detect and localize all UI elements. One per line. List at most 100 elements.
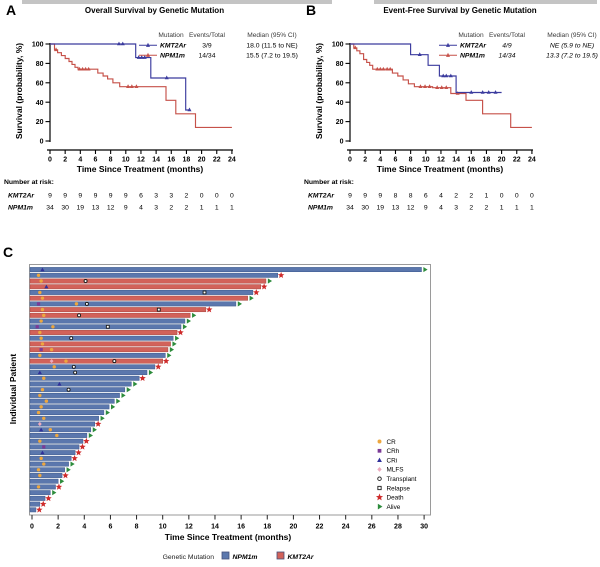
censor-tick: [134, 84, 139, 88]
swimmer-bar-KMT2Ar: [29, 312, 191, 318]
risk-value: 3: [454, 205, 458, 212]
crh-marker-icon: [36, 302, 41, 306]
censor-tick: [381, 66, 386, 71]
censor-tick: [441, 73, 446, 78]
legend-header: Events/Total: [189, 32, 225, 39]
swimmer-bar-NPM1m: [29, 444, 80, 450]
risk-value: 19: [77, 205, 85, 212]
risk-value: 1: [200, 205, 204, 212]
death-marker-icon: [79, 443, 86, 450]
risk-value: 2: [169, 205, 173, 212]
x-tick-label: 8: [109, 157, 113, 164]
panel-a-ylabel: Survival (probability, %): [14, 42, 24, 140]
cr-marker-icon: [40, 342, 45, 346]
censor-tick: [423, 84, 428, 88]
swimmer-bar-NPM1m: [29, 507, 37, 513]
x-tick-label: 2: [56, 524, 60, 531]
x-tick-label: 26: [368, 524, 376, 531]
alive-marker-icon: [92, 427, 97, 433]
panel-b-risk-table-label: Number at risk:: [304, 179, 354, 186]
swimmer-bar-NPM1m: [29, 461, 69, 467]
censor-tick: [388, 66, 393, 71]
x-tick-label: 4: [378, 157, 382, 164]
cr-marker-icon: [51, 325, 55, 329]
risk-value: 6: [424, 193, 428, 200]
death-marker-icon: [62, 472, 69, 479]
alive-marker-icon: [66, 467, 71, 473]
cr-marker-icon: [42, 462, 46, 466]
x-tick-label: 14: [452, 157, 460, 164]
risk-value: 4: [139, 205, 143, 212]
x-tick-label: 6: [94, 157, 98, 164]
x-tick-label: 12: [137, 157, 145, 164]
censor-tick: [77, 66, 82, 71]
censor-tick: [83, 66, 88, 71]
x-tick-label: 4: [82, 524, 86, 531]
y-tick-label: 0: [340, 139, 344, 146]
alive-marker-icon: [52, 490, 57, 496]
transplant-marker-icon: [71, 364, 76, 369]
relapse-marker-icon: [377, 485, 382, 491]
censor-tick: [126, 84, 131, 88]
top-border-strip-right: [374, 0, 597, 4]
censor-tick: [378, 66, 383, 71]
legend-events-total: 14/34: [498, 53, 515, 60]
risk-row-name: NPM1m: [308, 205, 333, 212]
mlfs-marker-icon: [377, 466, 382, 472]
risk-value: 30: [61, 205, 69, 212]
risk-value: 1: [500, 205, 504, 212]
death-marker-icon: [155, 363, 162, 370]
x-tick-label: 10: [422, 157, 430, 164]
x-tick-label: 14: [152, 157, 160, 164]
swimmer-bar-KMT2Ar: [29, 295, 248, 301]
panel-c-label: C: [3, 244, 14, 260]
swimmer-bar-NPM1m: [29, 352, 166, 358]
swimmer-bar-NPM1m: [29, 370, 148, 375]
panel-b-title: Event-Free Survival by Genetic Mutation: [383, 6, 537, 15]
risk-value: 9: [78, 193, 82, 200]
legend-header: Mutation: [158, 32, 184, 39]
cr-marker-icon: [36, 485, 41, 489]
risk-value: 2: [469, 193, 473, 200]
censor-tick: [80, 66, 85, 71]
y-tick-label: 60: [336, 80, 344, 87]
x-tick-label: 16: [237, 524, 245, 531]
swimmer-bar-NPM1m: [29, 467, 65, 473]
transplant-marker-icon: [83, 279, 88, 283]
swimmer-bar-NPM1m: [29, 404, 110, 410]
alive-marker-icon: [249, 295, 254, 301]
transplant-marker-icon: [84, 301, 89, 306]
alive-marker-icon: [121, 392, 126, 399]
risk-value: 2: [454, 193, 458, 200]
cr-marker-icon: [39, 336, 43, 340]
transplant-marker-icon: [66, 387, 71, 392]
swimmer-bar-NPM1m: [29, 473, 63, 478]
cr-marker-icon: [38, 330, 42, 335]
km-curve-NPM1m: [350, 43, 532, 128]
alive-marker-icon: [175, 335, 180, 341]
swimmer-bar-NPM1m: [29, 455, 72, 461]
death-marker-icon: [162, 357, 170, 364]
risk-value: 9: [124, 193, 128, 200]
cr-marker-icon: [52, 365, 56, 369]
legend-series-name: KMT2Ar: [160, 43, 186, 50]
swimmer-bar-NPM1m: [29, 290, 254, 295]
death-marker-icon: [36, 506, 43, 513]
x-tick-label: 6: [394, 157, 398, 164]
swimmer-bar-NPM1m: [29, 410, 105, 415]
marker-legend-label: MLFS: [387, 467, 404, 474]
risk-row-name: KMT2Ar: [308, 193, 334, 200]
risk-value: 0: [530, 193, 534, 200]
censor-tick: [435, 85, 440, 89]
swimmer-bar-NPM1m: [29, 392, 120, 398]
cr-marker-icon: [36, 273, 41, 278]
risk-row-name: NPM1m: [8, 205, 33, 212]
legend-header: Mutation: [458, 32, 484, 39]
x-tick-label: 22: [316, 524, 324, 531]
alive-marker-icon: [116, 398, 121, 404]
censor-tick: [86, 66, 91, 71]
risk-value: 9: [63, 193, 67, 200]
risk-value: 8: [394, 193, 398, 200]
censor-tick: [480, 90, 485, 94]
